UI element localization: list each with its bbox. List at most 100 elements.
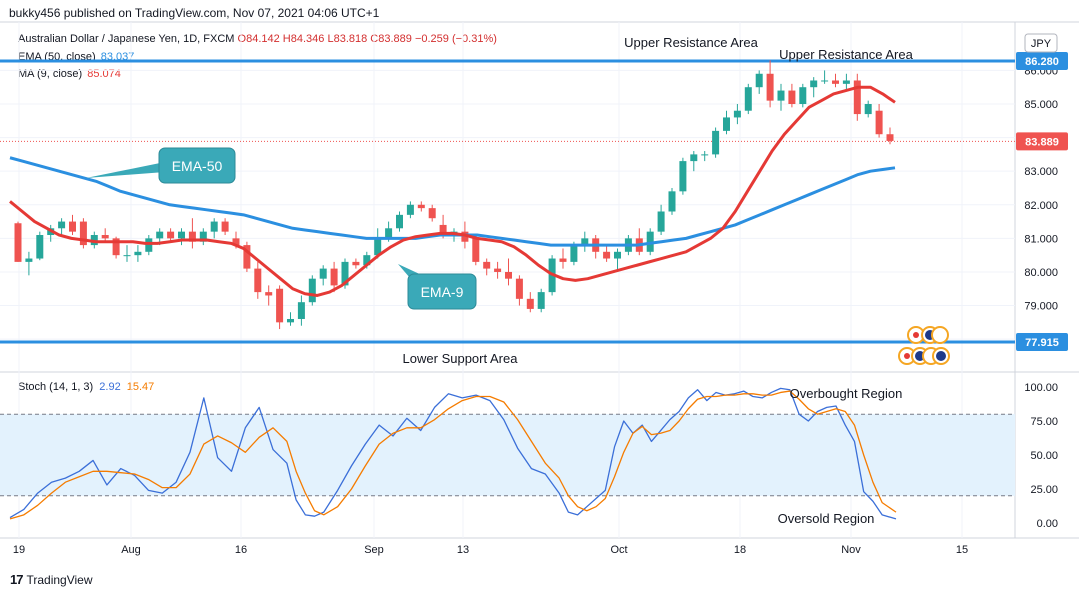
candle-body [199,231,207,242]
candle-body [112,238,120,256]
instrument-name: Australian Dollar / Japanese Yen, 1D, FX… [18,33,235,45]
candle-body [581,238,589,246]
candle-body [36,235,44,259]
candle-body [14,223,22,262]
stoch-legend[interactable]: Stoch (14, 1, 3) 2.92 15.47 [18,381,154,393]
event-icons[interactable] [898,326,950,365]
y-tick-label: 85.000 [1024,99,1058,111]
currency-badge-text: JPY [1031,38,1052,50]
y-tick-label: 79.000 [1024,301,1058,313]
candle-body [766,73,774,101]
candle-body [363,255,371,266]
candle-body [352,261,360,266]
currency-badge[interactable]: JPY [1024,33,1058,53]
candle-body [319,268,327,279]
candle-body [101,235,109,239]
candle-body [439,224,447,236]
indicator-lines [9,85,896,297]
x-tick-label: Aug [121,544,141,556]
candle-body [668,191,676,212]
last-price-tag-bg [1016,132,1068,151]
support-price-tag: 77.915 [1025,337,1059,349]
candle-body [646,231,654,252]
footer-brand[interactable]: 17 TradingView [10,572,93,587]
candle-body [614,251,621,259]
resistance-price-tag: 86.280 [1025,56,1059,68]
axes: 19Aug16Sep13Oct18Nov1586.00085.00084.000… [13,52,1068,556]
candle-body [69,221,76,232]
candle-body [505,271,512,279]
candle-body [287,318,294,323]
stoch-legend-label: Stoch (14, 1, 3) [18,381,94,393]
candle-body [690,154,698,162]
candle-body [744,87,752,111]
last-price-tag: 83.889 [1025,136,1059,148]
stoch-y-tick-label: 50.00 [1030,450,1058,462]
ema50-callout-pointer [86,162,165,178]
stoch-k-line [9,387,897,520]
candle-body [145,238,153,252]
candle-body [210,221,218,232]
candle-body [788,90,796,104]
x-tick-label: 18 [734,544,746,556]
tradingview-logo-icon: 17 [10,572,24,587]
ema9-callout-text: EMA-9 [421,284,464,300]
candle-body [79,221,87,246]
publish-line: bukky456 published on TradingView.com, N… [9,6,380,20]
ema50-callout[interactable]: EMA-50 [86,147,236,184]
ohlc-values: O84.142 H84.346 L83.818 C83.889 −0.259 (… [237,33,497,45]
candle-body [821,80,829,82]
candle-body [842,80,850,84]
y-tick-label: 83.000 [1024,166,1058,178]
candle-body [472,238,480,262]
x-tick-label: 13 [457,544,469,556]
candle-body [167,231,175,239]
candle-body [396,214,403,229]
overbought-label: Overbought Region [790,386,903,401]
event-icon-bottom[interactable] [898,347,950,365]
upper-resistance-label-right: Upper Resistance Area [779,47,913,62]
stoch-d-value: 15.47 [126,381,155,393]
resistance-price-tag-bg [1016,52,1068,70]
candle-body [385,228,393,239]
ema9-callout[interactable]: EMA-9 [398,264,477,310]
y-tick-label: 81.000 [1024,233,1058,245]
candle-body [570,245,578,262]
candle-body [330,268,338,286]
candle-body [755,73,763,88]
stoch-y-tick-label: 0.00 [1037,518,1058,530]
candle-body [603,251,611,259]
y-tick-label: 80.000 [1024,267,1058,279]
candle-body [799,87,807,104]
stoch-y-tick-label: 75.00 [1030,416,1058,428]
candle-body [886,134,894,141]
candle-body [657,211,665,232]
candle-body [25,258,33,262]
ma-legend-label: MA (9, close) [18,68,83,80]
candle-body [494,268,502,272]
ma9-line [9,85,896,297]
candle-body [221,221,229,232]
ema9-callout-box [407,273,477,310]
x-tick-label: 16 [235,544,247,556]
candle-body [232,238,240,246]
candle-body [417,204,425,209]
instrument-legend: Australian Dollar / Japanese Yen, 1D, FX… [18,33,497,45]
candle-body [308,278,316,303]
candle-body [875,110,883,135]
candle-body [134,251,142,256]
event-icon-top[interactable] [907,326,949,344]
candle-body [461,231,469,242]
x-tick-label: Oct [610,544,627,556]
stoch-y-tick-label: 100.00 [1024,382,1058,394]
candle-body [515,278,523,299]
ema50-callout-box [158,147,236,184]
upper-resistance-label-left: Upper Resistance Area [624,35,758,50]
ma-legend[interactable]: MA (9, close) 85.074 [18,68,121,80]
candle-body [832,80,839,84]
candle-body [853,80,861,115]
candle-body [406,204,414,215]
ma-legend-value: 85.074 [87,68,121,80]
candle-body [276,288,284,323]
